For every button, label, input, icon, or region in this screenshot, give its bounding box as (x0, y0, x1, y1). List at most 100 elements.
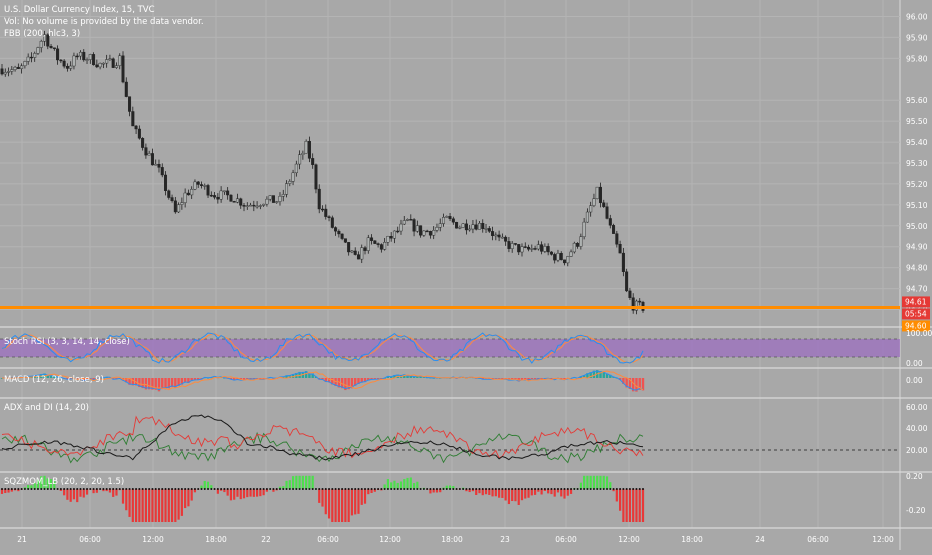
candle[interactable] (540, 244, 544, 252)
candle[interactable] (500, 236, 504, 239)
candle[interactable] (98, 63, 102, 68)
candle[interactable] (523, 246, 527, 248)
candle[interactable] (62, 60, 66, 67)
candle[interactable] (461, 223, 465, 228)
candle[interactable] (160, 167, 164, 176)
candle[interactable] (474, 224, 478, 230)
candle[interactable] (458, 227, 462, 229)
candle[interactable] (605, 206, 609, 219)
stoch-rsi-pane[interactable] (0, 332, 900, 364)
candle[interactable] (353, 250, 357, 255)
candle[interactable] (262, 203, 266, 206)
adx-pane[interactable] (0, 414, 900, 464)
candle[interactable] (468, 228, 472, 231)
candle[interactable] (239, 198, 243, 206)
candle[interactable] (321, 208, 325, 211)
candle[interactable] (222, 190, 226, 193)
candle[interactable] (595, 186, 599, 199)
candle[interactable] (510, 243, 514, 249)
candle[interactable] (173, 200, 177, 213)
candle[interactable] (229, 194, 233, 202)
candle[interactable] (265, 198, 269, 205)
macd-pane[interactable] (0, 370, 645, 392)
candle[interactable] (0, 68, 4, 75)
candle[interactable] (451, 218, 455, 223)
candle[interactable] (167, 190, 171, 198)
candle[interactable] (566, 256, 570, 264)
candle[interactable] (95, 64, 99, 68)
price-pane[interactable] (0, 30, 900, 315)
candle[interactable] (7, 71, 11, 73)
candle[interactable] (415, 225, 419, 232)
candle[interactable] (275, 201, 279, 203)
candle[interactable] (370, 237, 374, 241)
candle[interactable] (304, 141, 308, 154)
candle[interactable] (356, 254, 360, 260)
candle[interactable] (360, 247, 364, 260)
candle[interactable] (114, 65, 118, 68)
candle[interactable] (396, 230, 400, 233)
candle[interactable] (56, 48, 60, 61)
candle[interactable] (199, 184, 203, 186)
candle[interactable] (29, 56, 33, 59)
candle[interactable] (134, 125, 138, 130)
candle[interactable] (379, 244, 383, 250)
candle[interactable] (291, 172, 295, 182)
axes[interactable]: 96.00 95.90 95.80 95.60 95.50 95.40 95.30 95.20… (17, 12, 932, 544)
candle[interactable] (376, 243, 380, 245)
candle[interactable] (618, 244, 622, 254)
candle[interactable] (445, 216, 449, 218)
candle[interactable] (285, 183, 289, 195)
candle[interactable] (520, 246, 524, 253)
candle[interactable] (288, 181, 292, 184)
candle[interactable] (232, 201, 236, 203)
candle[interactable] (334, 227, 338, 232)
candle[interactable] (497, 234, 501, 238)
candle[interactable] (592, 198, 596, 206)
candle[interactable] (101, 62, 105, 65)
candle[interactable] (579, 236, 583, 247)
candle[interactable] (249, 204, 253, 207)
candle[interactable] (477, 223, 481, 230)
candle[interactable] (638, 300, 642, 303)
candle[interactable] (141, 138, 145, 148)
candle[interactable] (88, 54, 92, 60)
candle[interactable] (513, 243, 517, 245)
candle[interactable] (608, 218, 612, 226)
candle[interactable] (563, 259, 567, 264)
candle[interactable] (559, 253, 563, 261)
candle[interactable] (406, 219, 410, 221)
candle[interactable] (491, 231, 495, 236)
candle[interactable] (105, 59, 109, 64)
candle[interactable] (245, 205, 249, 207)
candle[interactable] (625, 271, 629, 292)
candle[interactable] (46, 34, 50, 47)
candle[interactable] (190, 188, 194, 196)
candle[interactable] (108, 58, 112, 60)
candle[interactable] (471, 224, 475, 230)
candle[interactable] (144, 147, 148, 156)
candle[interactable] (572, 242, 576, 253)
candle[interactable] (39, 41, 43, 48)
candle[interactable] (65, 65, 69, 69)
candle[interactable] (425, 230, 429, 233)
candle[interactable] (507, 241, 511, 249)
candle[interactable] (527, 246, 531, 250)
candle[interactable] (347, 242, 351, 253)
candle[interactable] (330, 217, 334, 228)
candle[interactable] (494, 234, 498, 237)
candle[interactable] (543, 246, 547, 252)
candle[interactable] (631, 297, 635, 311)
candle[interactable] (569, 251, 573, 257)
candle[interactable] (157, 163, 161, 168)
candle[interactable] (85, 59, 89, 61)
candle[interactable] (464, 223, 468, 231)
candle[interactable] (412, 219, 416, 232)
candle[interactable] (549, 251, 553, 255)
candle[interactable] (438, 223, 442, 228)
candle[interactable] (363, 247, 367, 251)
candle[interactable] (350, 250, 354, 253)
candle[interactable] (121, 55, 125, 83)
candle[interactable] (324, 208, 328, 217)
